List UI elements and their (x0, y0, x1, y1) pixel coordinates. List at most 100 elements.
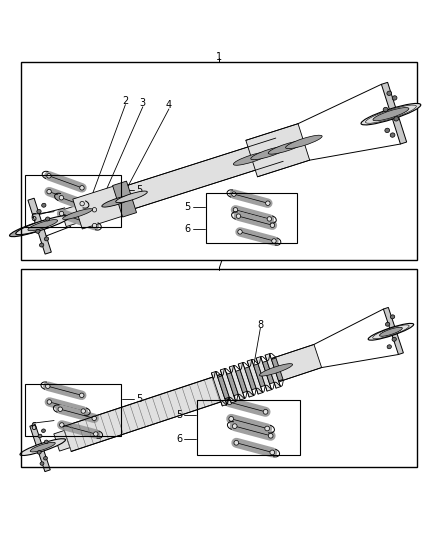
Text: 7: 7 (216, 260, 222, 270)
Ellipse shape (44, 440, 48, 443)
Ellipse shape (251, 147, 287, 160)
Ellipse shape (394, 117, 399, 121)
Ellipse shape (232, 192, 236, 196)
Ellipse shape (42, 429, 46, 432)
Ellipse shape (37, 209, 41, 213)
Text: 3: 3 (140, 98, 146, 108)
Ellipse shape (263, 409, 268, 414)
Polygon shape (272, 344, 321, 382)
Ellipse shape (387, 345, 392, 349)
Ellipse shape (20, 439, 66, 456)
Polygon shape (63, 373, 235, 451)
Ellipse shape (44, 237, 49, 241)
Ellipse shape (104, 196, 134, 206)
Polygon shape (254, 364, 265, 387)
Ellipse shape (233, 152, 270, 165)
Ellipse shape (46, 217, 50, 221)
Ellipse shape (267, 217, 272, 221)
Ellipse shape (80, 201, 85, 206)
Bar (197, 400, 300, 455)
Ellipse shape (47, 400, 52, 404)
Ellipse shape (233, 424, 237, 429)
Ellipse shape (92, 223, 97, 228)
Ellipse shape (383, 107, 388, 112)
Ellipse shape (259, 364, 293, 376)
Text: 6: 6 (30, 422, 36, 432)
Ellipse shape (43, 456, 47, 460)
Bar (206, 192, 297, 243)
Ellipse shape (270, 450, 275, 455)
Ellipse shape (63, 209, 92, 220)
Ellipse shape (392, 96, 397, 100)
Polygon shape (227, 373, 238, 395)
Ellipse shape (30, 442, 55, 452)
Ellipse shape (234, 440, 239, 445)
Ellipse shape (229, 416, 233, 421)
Ellipse shape (58, 407, 63, 411)
Ellipse shape (368, 324, 413, 340)
Ellipse shape (272, 239, 276, 243)
Ellipse shape (38, 434, 42, 438)
Polygon shape (262, 361, 274, 384)
Ellipse shape (387, 91, 392, 95)
Ellipse shape (361, 103, 421, 125)
Ellipse shape (390, 133, 395, 138)
Polygon shape (229, 366, 245, 400)
Text: 5: 5 (136, 394, 142, 403)
Ellipse shape (92, 416, 96, 421)
Ellipse shape (238, 230, 242, 234)
Ellipse shape (116, 191, 147, 203)
Ellipse shape (268, 433, 273, 438)
Polygon shape (381, 82, 406, 144)
Ellipse shape (265, 201, 270, 205)
Ellipse shape (46, 384, 50, 389)
Polygon shape (265, 354, 280, 388)
Ellipse shape (59, 196, 64, 200)
Ellipse shape (286, 135, 322, 149)
Polygon shape (28, 198, 51, 254)
Text: 8: 8 (257, 320, 263, 330)
Ellipse shape (385, 322, 390, 326)
Polygon shape (212, 372, 227, 406)
Ellipse shape (270, 223, 275, 228)
Bar (21, 62, 417, 260)
Bar (25, 175, 121, 228)
Ellipse shape (28, 220, 57, 231)
Ellipse shape (47, 189, 51, 194)
Text: 5: 5 (176, 410, 182, 421)
Ellipse shape (80, 393, 84, 398)
Ellipse shape (233, 208, 238, 212)
Ellipse shape (93, 432, 98, 436)
Ellipse shape (42, 203, 46, 207)
Text: 6: 6 (184, 223, 191, 233)
Ellipse shape (40, 462, 44, 465)
Bar (25, 384, 121, 436)
Text: 6: 6 (176, 434, 182, 445)
Polygon shape (244, 367, 256, 390)
Text: 5: 5 (184, 201, 191, 212)
Text: 5: 5 (136, 185, 142, 195)
Polygon shape (54, 429, 74, 451)
Ellipse shape (10, 217, 64, 237)
Ellipse shape (102, 196, 134, 207)
Ellipse shape (59, 211, 64, 216)
Polygon shape (218, 376, 230, 399)
Ellipse shape (16, 216, 70, 235)
Ellipse shape (373, 108, 409, 121)
Ellipse shape (268, 141, 305, 154)
Ellipse shape (227, 400, 232, 405)
Ellipse shape (236, 214, 241, 219)
Polygon shape (247, 360, 263, 394)
Polygon shape (61, 205, 84, 227)
Polygon shape (246, 124, 310, 177)
Ellipse shape (392, 337, 396, 341)
Ellipse shape (265, 426, 269, 431)
Ellipse shape (37, 450, 41, 454)
Polygon shape (256, 357, 272, 391)
Ellipse shape (39, 243, 44, 247)
Ellipse shape (92, 207, 97, 212)
Ellipse shape (36, 229, 40, 233)
Polygon shape (383, 308, 403, 354)
Text: 2: 2 (122, 96, 128, 106)
Ellipse shape (390, 315, 395, 319)
